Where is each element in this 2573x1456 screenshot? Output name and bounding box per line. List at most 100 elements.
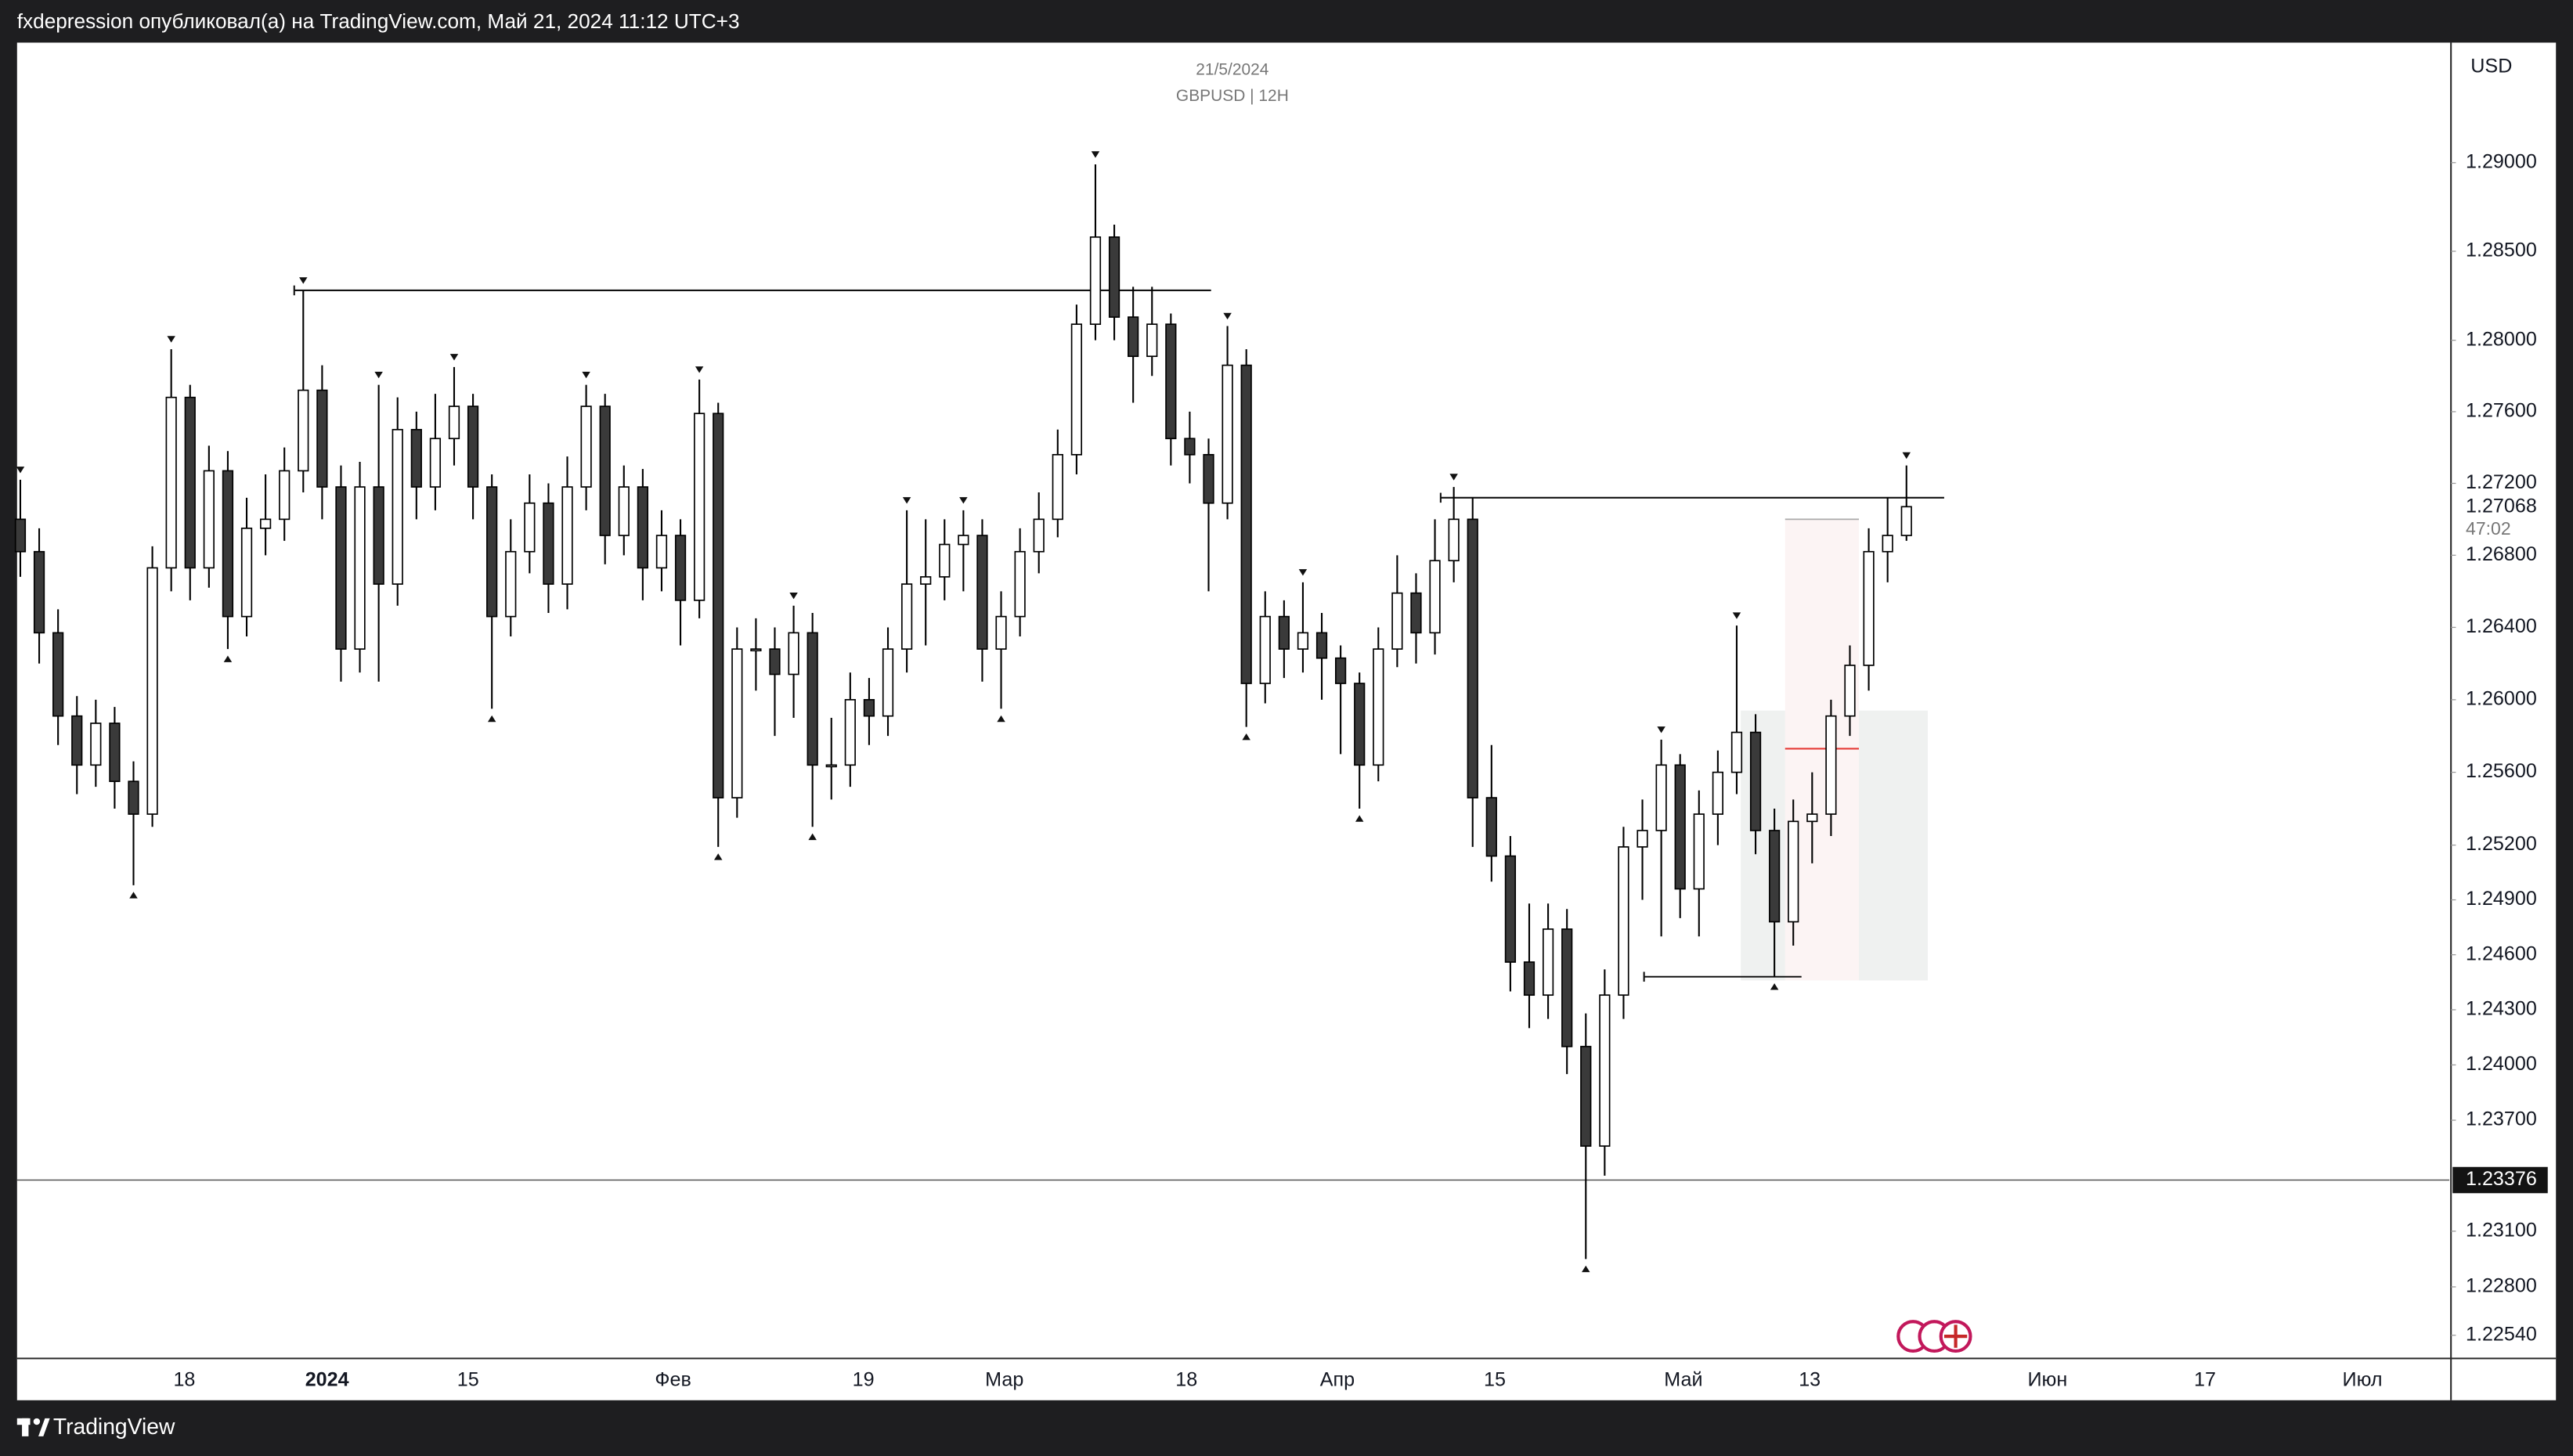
candle-body (109, 723, 121, 783)
x-tick-label: 2024 (305, 1368, 349, 1390)
candle-body (1297, 632, 1309, 650)
candle-body (863, 699, 875, 717)
candle-body (920, 576, 932, 585)
countdown: 47:02 (2466, 518, 2511, 539)
candle-body (731, 648, 743, 798)
y-tick-label: 1.22800 (2466, 1275, 2537, 1297)
candle-body (694, 413, 706, 601)
candle-body (1655, 764, 1667, 831)
y-tick-label: 1.22540 (2466, 1323, 2537, 1345)
candle-body (674, 535, 687, 601)
fractal-low (808, 833, 817, 841)
candle-body (543, 502, 554, 585)
candle-body (939, 543, 951, 578)
fractal-low (487, 715, 496, 723)
candle-body (184, 396, 196, 569)
y-tick-label: 1.29000 (2466, 150, 2537, 172)
fractal-high (1449, 474, 1458, 481)
candle-body (467, 405, 479, 488)
event-icons (1896, 1320, 1972, 1353)
fractal-high (16, 467, 25, 474)
candle-body (165, 396, 177, 569)
x-tick-label: 13 (1799, 1368, 1821, 1390)
candle-body (14, 518, 27, 553)
last-price-label: 1.27068 (2466, 495, 2537, 517)
candle-body (146, 567, 158, 815)
candle-body (1674, 764, 1686, 890)
fractal-high (695, 366, 704, 373)
fractal-high (1732, 612, 1741, 619)
candle-body (1523, 961, 1536, 996)
candle-body (1033, 518, 1045, 553)
y-tick-label: 1.23100 (2466, 1219, 2537, 1241)
candle-body (279, 470, 290, 521)
y-tick-label: 1.27200 (2466, 471, 2537, 493)
publish-info: fxdepression опубликовал(а) на TradingVi… (17, 9, 740, 33)
x-tick-label: Май (1664, 1368, 1702, 1390)
candle-body (1128, 316, 1139, 358)
candle-body (410, 428, 422, 488)
y-tick-label: 1.25200 (2466, 833, 2537, 855)
fractal-high (449, 354, 459, 361)
candle-body (52, 632, 64, 717)
candle-body (128, 780, 139, 815)
candle-body (900, 583, 913, 650)
x-tick-label: 15 (457, 1368, 479, 1390)
candle-body (1730, 731, 1743, 773)
candle-body (637, 486, 648, 569)
candle-body (1788, 820, 1799, 923)
candle-body (429, 438, 442, 488)
candle-body (1203, 453, 1214, 504)
price-line-badge (2452, 1166, 2548, 1194)
candle-body (1391, 592, 1403, 650)
candle-body (71, 715, 83, 766)
x-tick-label: 18 (1175, 1368, 1197, 1390)
price-line-label: 1.23376 (2466, 1168, 2537, 1190)
candle-body (392, 428, 403, 585)
fractal-high (299, 277, 308, 284)
candle-body (298, 389, 309, 472)
fractal-high (374, 371, 383, 379)
candle-body (958, 535, 969, 546)
candle-body (618, 486, 630, 536)
candle-body (1278, 615, 1290, 650)
y-tick-label: 1.25600 (2466, 760, 2537, 782)
y-tick-label: 1.23700 (2466, 1108, 2537, 1130)
x-tick-label: 15 (1484, 1368, 1506, 1390)
candle-body (1749, 731, 1762, 831)
candle-body (1448, 518, 1460, 562)
candle-body (655, 535, 668, 569)
y-tick-label: 1.26800 (2466, 543, 2537, 565)
candle-body (769, 648, 781, 676)
candle-body (1354, 683, 1366, 766)
candle-body (1184, 438, 1196, 456)
candle-body (844, 699, 856, 766)
candle-body (976, 535, 988, 650)
candle-body (505, 550, 517, 618)
x-tick-label: 18 (173, 1368, 195, 1390)
candle-body (259, 518, 272, 529)
candle-body (995, 615, 1007, 650)
fractal-high (1298, 569, 1308, 576)
fractal-high (902, 497, 911, 504)
candle-body (599, 405, 611, 536)
candle-body (1108, 236, 1120, 318)
x-tick-label: 19 (853, 1368, 875, 1390)
candle-body (354, 486, 366, 650)
candle-body (524, 502, 536, 553)
candle-body (1882, 535, 1893, 553)
candle-body (1240, 364, 1252, 684)
candle-body (750, 648, 762, 652)
chart-symbol: GBPUSD | 12H (1176, 87, 1289, 105)
candle-body (373, 486, 384, 585)
y-tick-label: 1.24600 (2466, 942, 2537, 964)
candle-body (561, 486, 573, 585)
candle-body (240, 528, 253, 618)
candle-body (1806, 813, 1818, 823)
plot-area (14, 151, 2450, 1273)
fractal-low (1355, 815, 1364, 822)
candle-body (1542, 928, 1554, 996)
brand-logo (16, 1418, 50, 1436)
candle-body (1618, 846, 1629, 996)
